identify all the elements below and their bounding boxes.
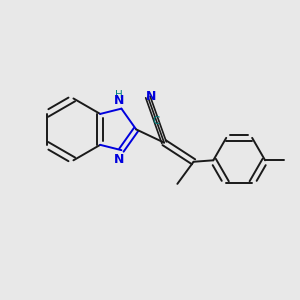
Text: C: C — [152, 116, 160, 126]
Text: N: N — [114, 153, 124, 166]
Text: H: H — [115, 90, 123, 100]
Text: N: N — [114, 94, 124, 107]
Text: N: N — [146, 91, 157, 103]
